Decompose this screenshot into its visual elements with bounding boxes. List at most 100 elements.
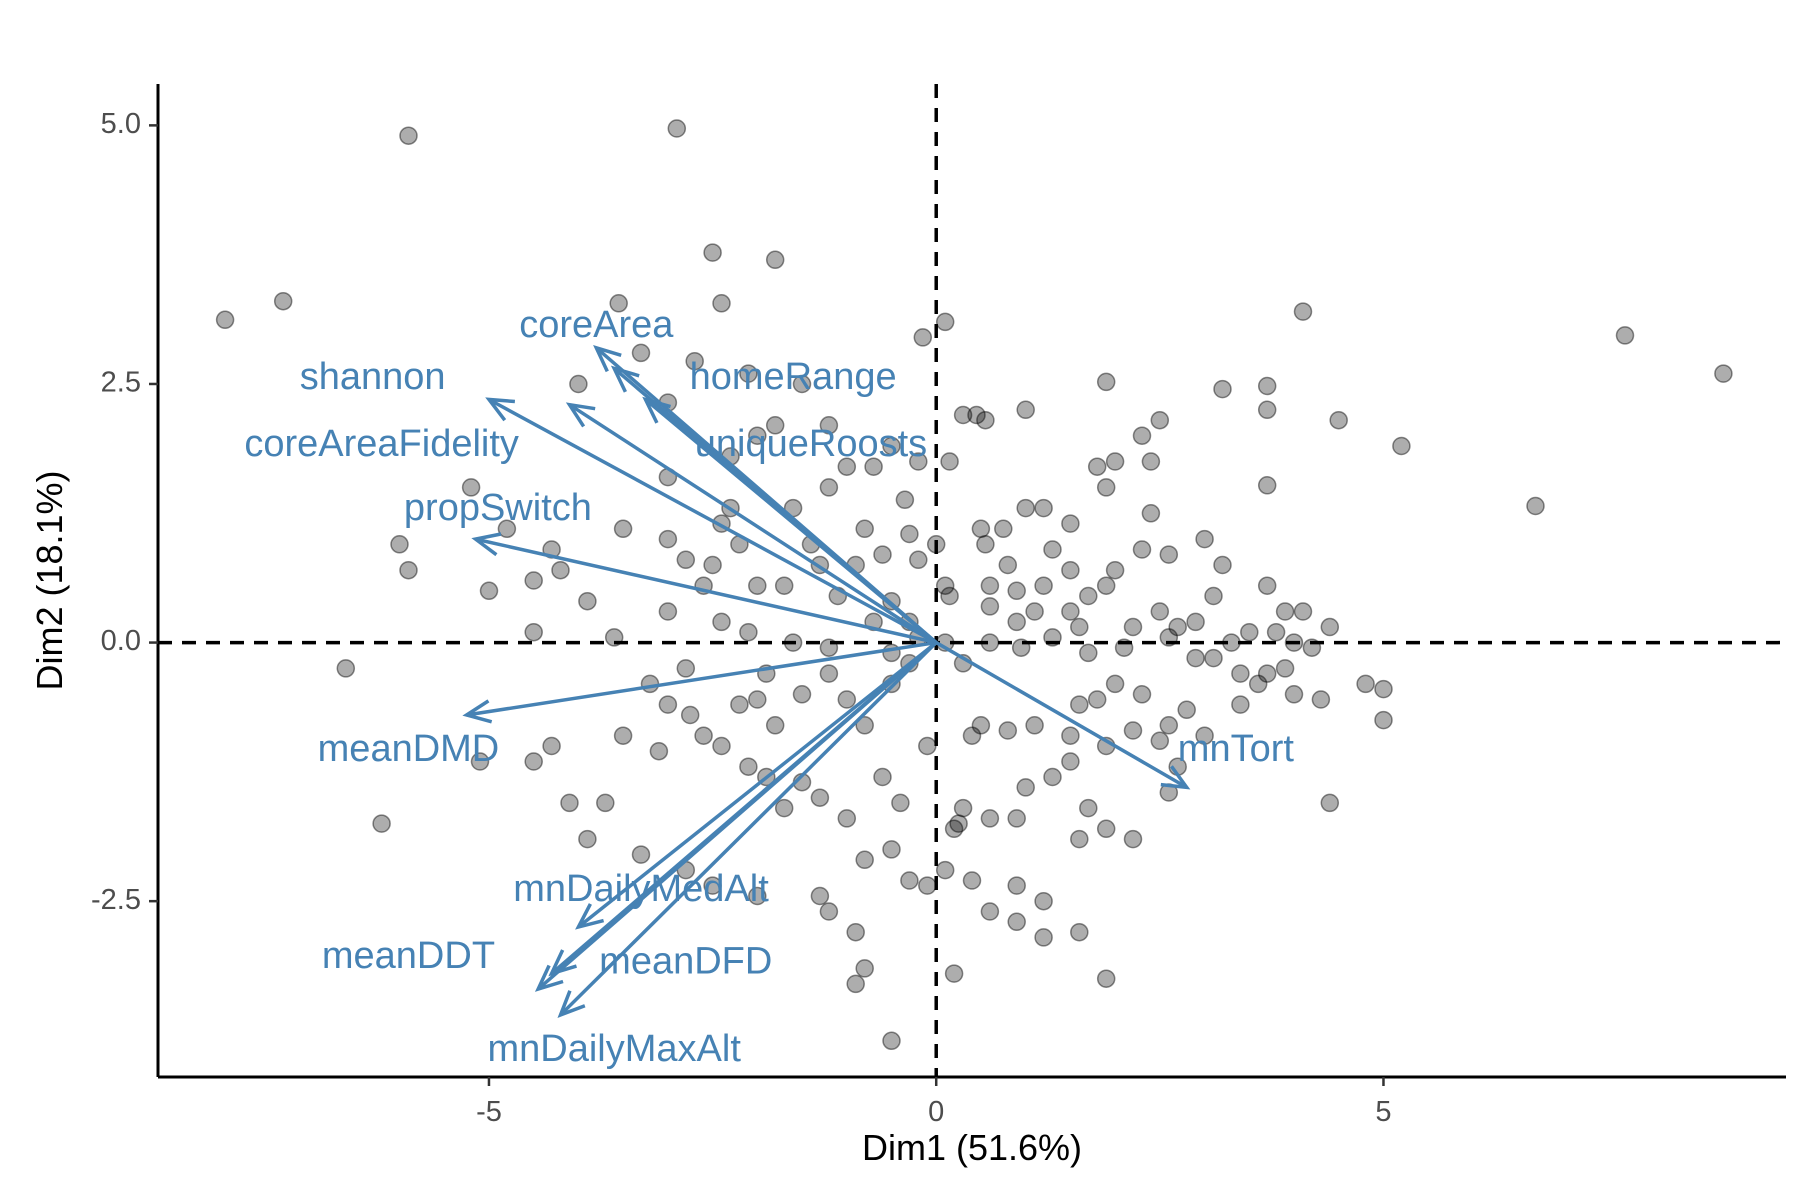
data-point [944,964,964,983]
variable-label-meanDMD: meanDMD [318,728,500,770]
data-point [372,814,391,833]
data-point [578,591,597,611]
data-point [1096,576,1116,595]
data-point [855,959,874,978]
data-point [1034,498,1053,518]
arrow-propSwitch [471,532,937,645]
data-point [1034,928,1053,947]
data-point [748,426,767,445]
data-point [864,457,883,476]
data-point [1320,617,1340,637]
data-point [703,243,722,262]
data-point [1061,602,1080,621]
data-point [935,860,955,880]
data-point [613,519,633,539]
x-axis-title: Dim1 (51.6%) [862,1127,1082,1168]
data-point [1177,700,1196,720]
variable-label-mnDailyMedAlt: mnDailyMedAlt [513,868,769,910]
data-point [855,716,874,735]
data-point [774,798,794,818]
data-point [1007,809,1026,828]
arrow-shaft [488,397,938,645]
data-point [1034,891,1053,911]
data-point [1070,617,1089,637]
arrow-coreAreaFidelity [565,402,938,645]
data-point [569,374,588,394]
arrow-head [642,396,671,424]
data-point [739,622,758,642]
data-point [1061,560,1080,580]
data-point [998,721,1018,740]
reference-lines [158,84,1786,1077]
data-point [649,741,669,761]
data-point [994,519,1013,539]
variable-label-meanDFD: meanDFD [599,940,772,982]
data-point [1257,576,1277,595]
arrow-shaft [475,537,937,645]
data-point [900,871,919,890]
data-point [712,736,731,756]
data-point [676,659,696,678]
data-point [1257,376,1277,396]
data-point [935,312,955,332]
data-point [551,560,570,580]
data-point [935,576,955,595]
data-point [1132,685,1152,704]
data-point [658,529,678,549]
data-point [1150,731,1170,751]
data-point [1311,690,1331,709]
data-point [1714,364,1733,383]
axis-ticks: -5 0 5 -2.5 0.0 2.5 5.0 [91,108,1392,1128]
data-point [560,793,579,813]
data-point [1087,690,1107,709]
arrow-head [485,397,516,422]
data-point [1284,685,1304,704]
data-point [1061,752,1080,771]
data-point [1034,576,1053,595]
data-point [1007,876,1026,895]
data-point [949,814,968,833]
arrow-shaft [577,641,938,929]
data-point [524,622,543,642]
data-point [819,478,839,497]
arrow-mnDailyMedAlt [575,641,938,930]
data-point [837,690,857,709]
data-point [1329,410,1348,430]
data-point [810,886,830,906]
data-point [1025,716,1044,735]
data-point [524,571,543,590]
data-point [918,736,937,756]
arrow-shaft [568,403,938,645]
data-point [1132,540,1152,559]
data-point [596,793,615,813]
data-point [712,294,731,313]
data-point [1186,648,1205,668]
individual-points [215,119,1733,1051]
data-point [613,726,633,745]
data-point [1016,778,1035,797]
data-point [765,250,785,270]
data-point [980,902,1000,921]
arrow-head [534,964,564,992]
data-point [1195,726,1214,745]
data-point [1320,793,1340,813]
arrow-head [565,402,596,428]
data-point [976,410,995,430]
data-point [1016,498,1035,518]
data-point [1061,514,1080,533]
data-point [846,974,865,994]
variable-label-coreAreaFidelity: coreAreaFidelity [244,423,519,465]
data-point [1204,586,1223,606]
arrow-head [471,532,502,557]
data-point [703,555,722,575]
data-point [967,405,986,425]
data-point [1096,372,1116,392]
data-point [765,416,785,435]
data-point [1392,436,1411,456]
data-point [1025,602,1044,621]
arrow-shaft [935,641,1188,789]
arrow-shaft [644,398,938,644]
data-point [1159,545,1179,564]
data-point [980,576,1000,595]
arrow-head [462,699,493,724]
